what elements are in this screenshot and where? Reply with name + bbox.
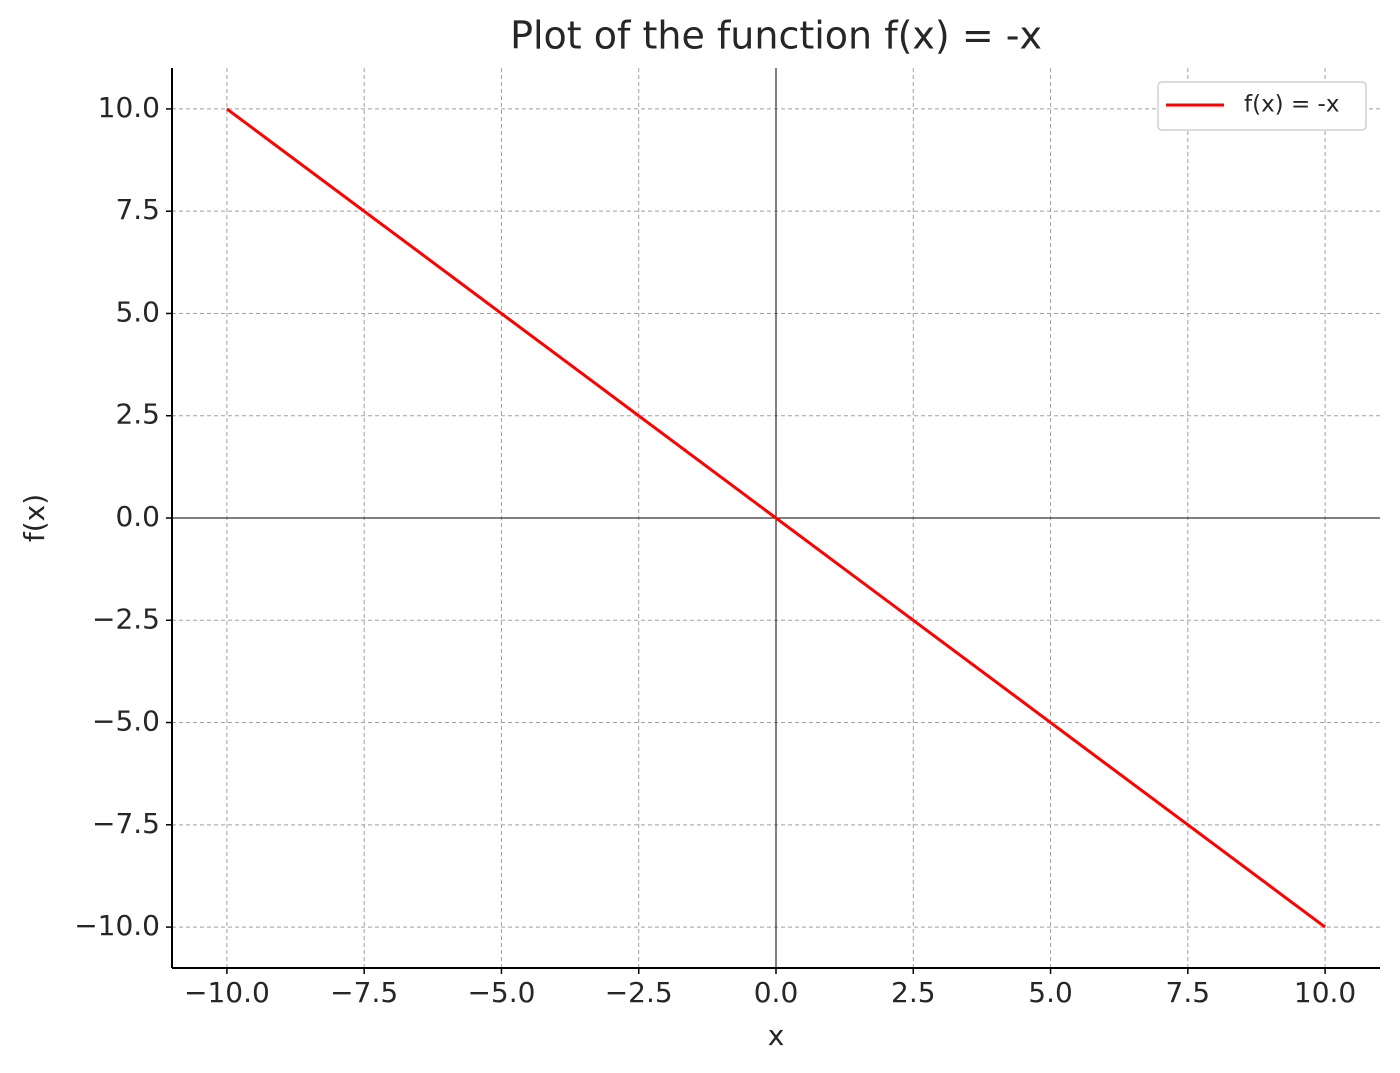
y-tick-label: 5.0 [115, 295, 160, 328]
x-tick-label: −7.5 [330, 976, 398, 1009]
legend-box [1157, 81, 1367, 131]
y-tick-label: 2.5 [115, 398, 160, 431]
y-tick-label: 10.0 [98, 91, 160, 124]
y-tick-label: 0.0 [115, 500, 160, 533]
x-tick-label: −10.0 [184, 976, 270, 1009]
y-tick-label: −10.0 [74, 909, 160, 942]
legend-label: f(x) = -x [1244, 92, 1339, 118]
x-axis-label: x [768, 1019, 785, 1052]
line-series [226, 107, 1326, 929]
x-tick-label: 0.0 [754, 976, 799, 1009]
y-tick-label: −7.5 [92, 807, 160, 840]
x-tick-label: 2.5 [891, 976, 936, 1009]
y-tick-label: −5.0 [92, 705, 160, 738]
x-tick-label: −2.5 [605, 976, 673, 1009]
x-tick-label: −5.0 [467, 976, 535, 1009]
y-axis-label: f(x) [18, 494, 51, 542]
y-tick-label: −2.5 [92, 602, 160, 635]
x-tick-label: 7.5 [1166, 976, 1211, 1009]
x-tick-label: 5.0 [1028, 976, 1073, 1009]
x-tick-label: 10.0 [1294, 976, 1356, 1009]
chart-title: Plot of the function f(x) = -x [510, 14, 1042, 58]
y-tick-label: 7.5 [115, 193, 160, 226]
